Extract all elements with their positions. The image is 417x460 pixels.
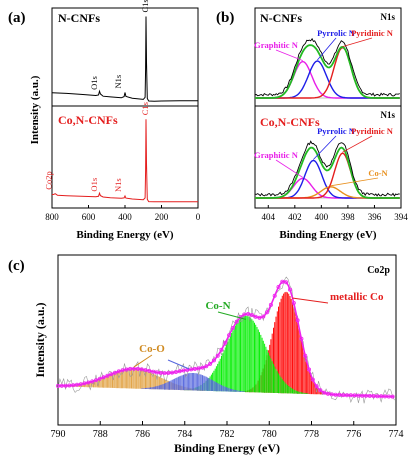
b-peak-label-top-1: Pyrrolic N (317, 28, 356, 38)
b-component-top-2 (255, 46, 400, 99)
panel-a-ticks: 800 600 400 200 0 (45, 205, 201, 222)
c-component-con (184, 315, 309, 394)
c-leader-metallic (292, 297, 329, 304)
panel-a-ylabel: Intensity (a.u.) (29, 75, 41, 144)
c-xtick-label-4: 782 (220, 429, 235, 440)
panel-b-bottom-tag: N1s (380, 110, 395, 120)
b-xtick-label-3: 398 (341, 212, 355, 222)
panel-b-xlabel: Binding Energy (eV) (279, 229, 377, 241)
a-xtick-label-1: 600 (82, 212, 96, 222)
panel-a-top-plot: O1s N1s C1s (51, 0, 198, 102)
panel-b-frame (254, 7, 402, 209)
b-xtick-label-5: 394 (394, 212, 408, 222)
peak-annotation-ncnf-2: C1s (140, 0, 150, 13)
c-leader-con (217, 311, 247, 320)
peak-annotation-cocnf-3: C1s (140, 102, 150, 115)
b-raw-top (254, 37, 400, 97)
a-xtick-label-2: 400 (118, 212, 132, 222)
panel-a-frame (51, 7, 199, 209)
b-leader-bot-1 (313, 135, 337, 160)
b-leader-top-0 (275, 49, 303, 61)
b-leader-bot-0 (275, 159, 303, 178)
panel-c-plot: metallic Co Co-N Co-O (55, 276, 395, 404)
a-xtick-label-4: 0 (196, 212, 201, 222)
panel-c-ticks: 790 788 786 784 782 780 778 776 774 (51, 421, 404, 440)
peak-annotation-cocnf-0: Co2p (44, 171, 54, 189)
panel-c-ylabel: Intensity (a.u.) (33, 302, 47, 377)
b-xtick-label-4: 396 (368, 212, 382, 222)
panel-b-label: (b) (216, 10, 234, 26)
peak-annotation-ncnf-1: N1s (113, 75, 123, 89)
panel-b-ticks: 404 402 400 398 396 394 (262, 205, 408, 222)
c-peak-label-coo: Co-O (139, 343, 165, 355)
b-xtick-label-0: 404 (262, 212, 276, 222)
b-envelope-bot (255, 146, 400, 199)
panel-a-label: (a) (8, 10, 26, 26)
panel-a-series-cocnf: Co,N-CNFs (58, 113, 118, 127)
panel-a-bottom-plot: Co2p O1s N1s C1s (44, 102, 198, 203)
c-peak-label-con: Co-N (205, 300, 230, 312)
c-xtick-label-5: 780 (262, 429, 277, 440)
panel-c-tag: Co2p (367, 265, 390, 276)
b-leader-top-1 (317, 37, 337, 61)
b-leader-bot-3 (342, 135, 373, 153)
peak-annotation-cocnf-1: O1s (89, 178, 99, 192)
c-peak-label-metallic: metallic Co (330, 291, 384, 303)
panel-b-top-tag: N1s (380, 12, 395, 22)
c-xtick-label-6: 778 (304, 429, 319, 440)
c-xtick-label-0: 790 (51, 429, 66, 440)
b-peak-label-bot-3: Pyridinic N (351, 126, 394, 136)
b-peak-label-top-0: Graphitic N (254, 40, 299, 50)
b-leader-bot-2 (330, 177, 379, 187)
a-xtick-label-0: 800 (45, 212, 59, 222)
b-raw-bot (254, 140, 400, 197)
c-xtick-label-1: 788 (93, 429, 108, 440)
b-peak-label-top-2: Pyridinic N (351, 28, 394, 38)
c-component-sat (141, 373, 245, 392)
c-leader-coo (133, 354, 153, 368)
panel-b-bottom-title: Co,N-CNFs (260, 115, 320, 129)
b-peak-label-bot-1: Pyrrolic N (317, 126, 356, 136)
c-xtick-label-7: 776 (346, 429, 361, 440)
panel-b-top-title: N-CNFs (260, 11, 302, 25)
panel-a-xlabel: Binding Energy (eV) (76, 229, 174, 241)
peak-annotation-cocnf-2: N1s (113, 178, 123, 192)
c-leader-sat (167, 359, 190, 370)
series-line-cocnf (51, 119, 198, 203)
a-xtick-label-3: 200 (155, 212, 169, 222)
b-leader-top-2 (342, 37, 373, 47)
b-xtick-label-1: 402 (288, 212, 302, 222)
panel-b-bottom-plot: Graphitic N Pyrrolic N Co-N Pyridinic N (254, 126, 401, 199)
b-peak-label-bot-0: Graphitic N (254, 150, 299, 160)
c-xtick-label-3: 784 (177, 429, 192, 440)
b-envelope-top (255, 44, 400, 99)
panel-a-series-ncnf: N-CNFs (58, 11, 100, 25)
c-xtick-label-2: 786 (135, 429, 150, 440)
c-xtick-label-8: 774 (389, 429, 404, 440)
panel-c-label: (c) (8, 258, 25, 274)
series-line-ncnf (51, 16, 198, 102)
c-fit-markers (55, 279, 395, 399)
b-peak-label-bot-2: Co-N (368, 168, 388, 178)
peak-annotation-ncnf-0: O1s (89, 76, 99, 90)
b-xtick-label-2: 400 (315, 212, 329, 222)
panel-c-xlabel: Binding Energy (eV) (174, 441, 280, 455)
